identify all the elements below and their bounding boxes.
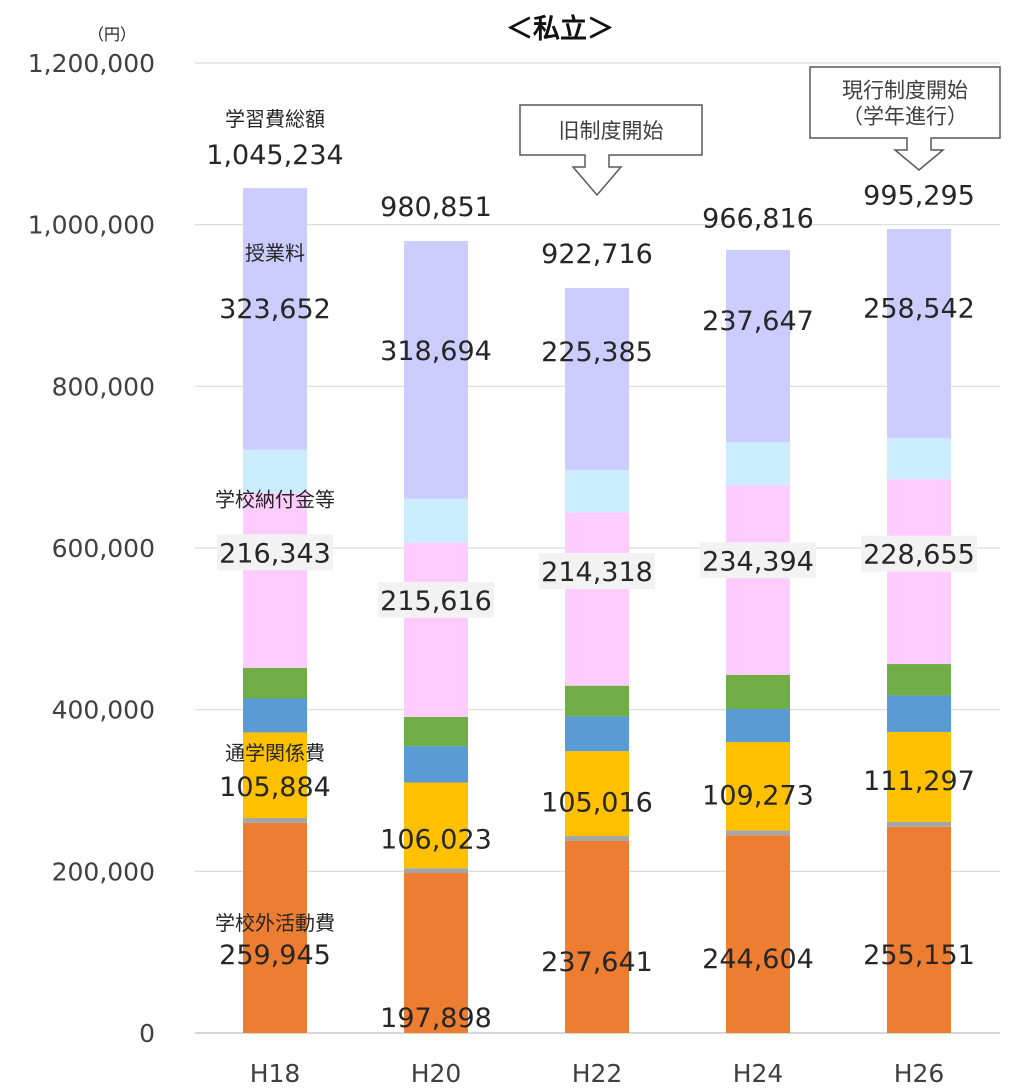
total-name-label: 学習費総額 [225, 107, 325, 131]
callout-text: （学年進行） [842, 105, 968, 129]
segment-value-label: 237,647 [702, 306, 814, 337]
bar-segment [726, 742, 790, 831]
segment-value-label: 111,297 [863, 766, 975, 797]
bar-segment [243, 188, 307, 450]
x-tick-label: H22 [572, 1059, 623, 1088]
bar-segment [565, 287, 629, 471]
label-background [539, 553, 655, 590]
bar-segment [565, 840, 629, 1033]
segment-value-label: 215,616 [380, 586, 492, 617]
chart-title: ＜私立＞ [506, 13, 614, 45]
bar-segment [404, 717, 468, 747]
bar-segment [243, 818, 307, 823]
bar-segment [565, 470, 629, 513]
x-tick-label: H20 [411, 1059, 462, 1088]
series-name-label: 学校納付金等 [215, 487, 335, 511]
segment-value-label: 318,694 [380, 336, 492, 367]
y-tick-label: 1,200,000 [28, 49, 155, 78]
total-value-label: 966,816 [702, 203, 814, 234]
callouts: 旧制度開始 現行制度開始（学年進行） [519, 66, 1001, 197]
bar-segment [887, 437, 951, 480]
segment-value-label: 237,641 [541, 947, 653, 978]
segment-value-label: 323,652 [219, 294, 331, 325]
y-unit-label: （円） [88, 25, 136, 44]
bar-segment [243, 822, 307, 1033]
label-background [700, 542, 816, 579]
y-tick-label: 800,000 [52, 372, 155, 401]
segment-value-label: 234,394 [702, 546, 814, 577]
bar-segment [726, 249, 790, 442]
segment-value-label: 105,016 [541, 788, 653, 819]
series-name-label: 通学関係費 [225, 741, 325, 765]
segment-value-label: 197,898 [380, 1003, 492, 1034]
segment-value-label: 259,945 [219, 940, 331, 971]
bar-segment [726, 441, 790, 486]
bar-segment [726, 835, 790, 1033]
bar-segment [243, 732, 307, 819]
segment-value-label: 258,542 [863, 293, 975, 324]
bar-segment [565, 685, 629, 717]
segment-value-label: 228,655 [863, 540, 975, 571]
total-value-label: 995,295 [863, 180, 975, 211]
segment-value-label: 214,318 [541, 557, 653, 588]
bar-segment [565, 512, 629, 686]
bar-segment [565, 716, 629, 752]
callout-text: 現行制度開始 [842, 79, 968, 103]
series-name-label: 授業料 [245, 241, 305, 265]
x-tick-label: H26 [894, 1059, 945, 1088]
bar-segment [726, 675, 790, 709]
bar-segment [726, 485, 790, 676]
bar-segment [565, 751, 629, 837]
series-name-label: 学校外活動費 [215, 911, 335, 935]
y-tick-label: 400,000 [52, 696, 155, 725]
bar-segment [726, 708, 790, 743]
bar-segment [887, 695, 951, 732]
y-tick-label: 1,000,000 [28, 211, 155, 240]
bar-segment [887, 228, 951, 438]
segment-value-label: 255,151 [863, 940, 975, 971]
bar-segment [887, 826, 951, 1033]
total-value-label: 922,716 [541, 239, 653, 270]
segment-value-label: 244,604 [702, 944, 814, 975]
bar-segment [404, 746, 468, 783]
bar-segment [243, 492, 307, 668]
label-background [378, 581, 494, 618]
callout-arrow-box [519, 104, 703, 197]
bar-segment [887, 664, 951, 696]
segment-value-label: 106,023 [380, 824, 492, 855]
bar-segment [404, 782, 468, 869]
axes: 0 200,000 400,000 600,000 800,000 1,000,000 1,… [28, 49, 945, 1088]
segment-value-label: 105,884 [219, 772, 331, 803]
bar-segment [243, 667, 307, 699]
y-tick-label: 0 [139, 1019, 155, 1048]
label-background [861, 535, 977, 572]
bar-segment [887, 821, 951, 827]
y-tick-label: 600,000 [52, 534, 155, 563]
bar-segment [404, 498, 468, 543]
data-labels: 259,945 197,898 237,641 244,604 255,151 105,8… [206, 107, 977, 1034]
segment-value-label: 216,343 [219, 538, 331, 569]
total-value-label: 1,045,234 [206, 140, 343, 171]
label-background [217, 534, 333, 571]
bar-segment [243, 449, 307, 493]
bar-segment [404, 873, 468, 1033]
bars [243, 188, 951, 1033]
bar-segment [404, 542, 468, 718]
segment-value-label: 225,385 [541, 337, 653, 368]
bar-segment [887, 731, 951, 822]
callout-arrow-box [809, 66, 1001, 171]
bar-segment [404, 240, 468, 499]
x-tick-label: H18 [250, 1059, 301, 1088]
bar-segment [726, 830, 790, 836]
segment-value-label: 109,273 [702, 780, 814, 811]
x-tick-label: H24 [733, 1059, 784, 1088]
callout-text: 旧制度開始 [559, 119, 664, 143]
bar-segment [404, 868, 468, 874]
total-value-label: 980,851 [380, 192, 492, 223]
bar-segment [243, 698, 307, 733]
y-tick-label: 200,000 [52, 857, 155, 886]
bar-segment [565, 836, 629, 841]
